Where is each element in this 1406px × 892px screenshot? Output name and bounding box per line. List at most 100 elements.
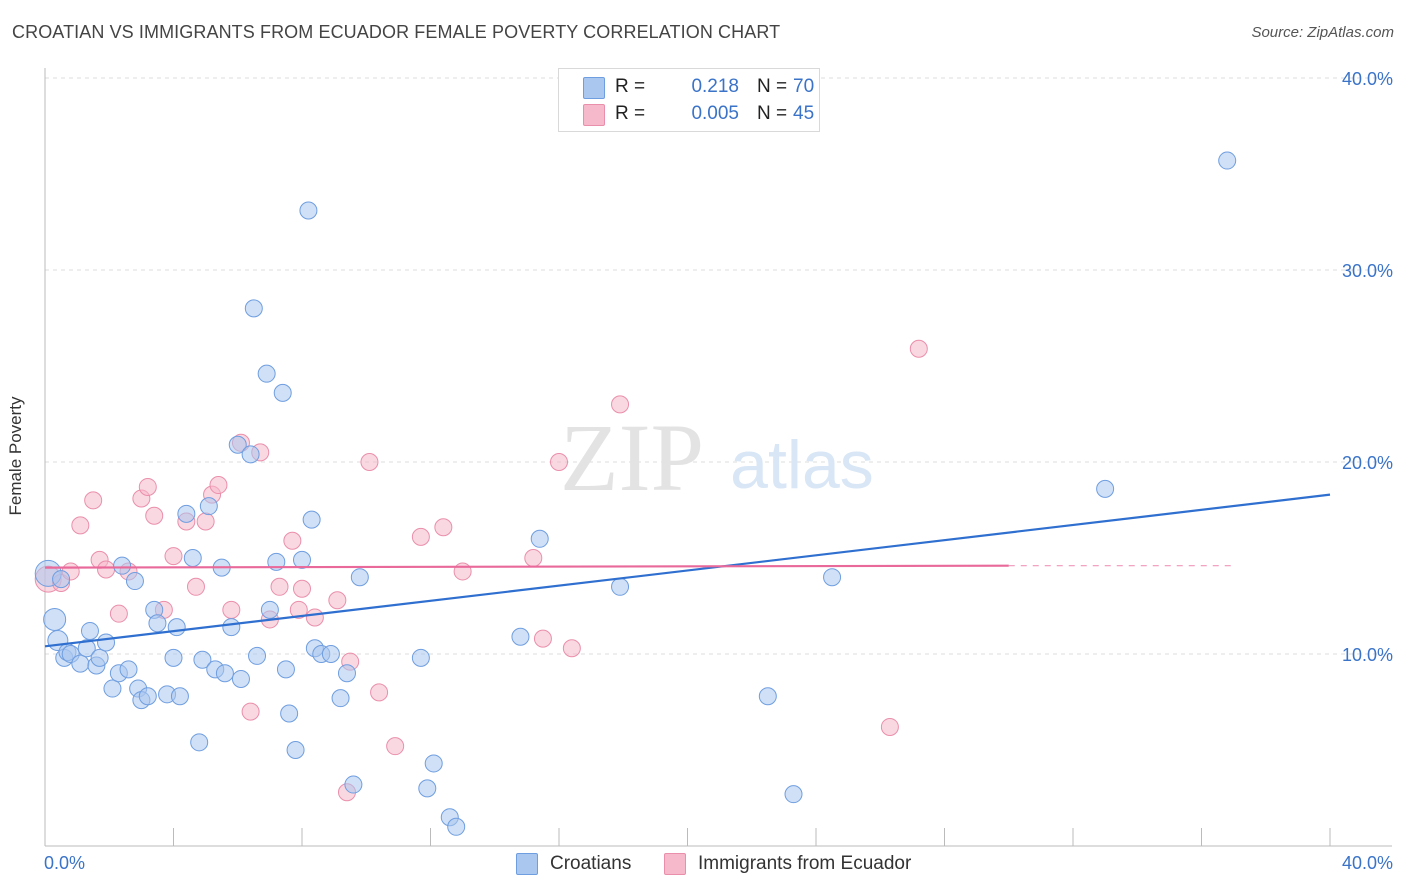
data-point-croatians bbox=[80, 621, 99, 640]
y-tick-label: 30.0% bbox=[1342, 261, 1393, 281]
data-point-ecuador bbox=[222, 600, 241, 619]
watermark: ZIP atlas bbox=[560, 404, 874, 511]
data-point-ecuador bbox=[524, 549, 543, 567]
data-point-croatians bbox=[228, 435, 247, 454]
data-point-croatians bbox=[183, 549, 202, 567]
data-point-ecuador bbox=[386, 737, 405, 756]
data-point-ecuador bbox=[611, 395, 630, 414]
data-point-croatians bbox=[138, 687, 157, 706]
legend-n-value: 45 bbox=[793, 103, 815, 124]
legend-swatch-croatians bbox=[583, 77, 605, 99]
data-point-croatians bbox=[302, 510, 321, 529]
chart-title: CROATIAN VS IMMIGRANTS FROM ECUADOR FEMA… bbox=[12, 22, 781, 42]
data-point-ecuador bbox=[283, 531, 302, 550]
bottom-legend-ecuador: Immigrants from Ecuador bbox=[664, 852, 911, 876]
bottom-legend-croatians: Croatians bbox=[516, 852, 631, 876]
data-point-croatians bbox=[52, 570, 71, 589]
watermark-zip: ZIP bbox=[560, 404, 704, 511]
data-point-croatians bbox=[276, 660, 295, 679]
data-point-croatians bbox=[331, 689, 350, 708]
data-point-croatians bbox=[321, 645, 340, 663]
data-point-ecuador bbox=[209, 476, 228, 495]
data-point-ecuador bbox=[305, 608, 324, 627]
data-point-croatians bbox=[103, 679, 122, 698]
data-point-croatians bbox=[167, 618, 186, 637]
data-point-croatians bbox=[784, 785, 803, 804]
legend-r-label: R = bbox=[615, 103, 646, 124]
legend-n-label: N = bbox=[757, 103, 788, 124]
data-point-croatians bbox=[758, 687, 777, 706]
data-point-croatians bbox=[350, 568, 369, 587]
data-point-croatians bbox=[119, 660, 138, 679]
legend-swatch-ecuador bbox=[583, 104, 605, 126]
data-point-ecuador bbox=[880, 717, 899, 736]
data-point-ecuador bbox=[434, 518, 453, 537]
y-tick-label: 10.0% bbox=[1342, 645, 1393, 665]
data-point-ecuador bbox=[411, 527, 430, 546]
data-point-ecuador bbox=[84, 491, 103, 510]
data-point-ecuador bbox=[186, 577, 205, 596]
data-point-croatians bbox=[257, 364, 276, 383]
data-point-ecuador bbox=[562, 639, 581, 658]
data-point-croatians bbox=[215, 664, 234, 683]
data-point-ecuador bbox=[164, 547, 183, 566]
data-point-croatians bbox=[199, 497, 218, 516]
data-point-croatians bbox=[273, 383, 292, 402]
data-point-ecuador bbox=[196, 512, 215, 531]
bottom-legend-swatch-ecuador bbox=[664, 853, 686, 875]
data-point-ecuador bbox=[328, 591, 347, 610]
data-point-ecuador bbox=[360, 453, 379, 471]
data-point-croatians bbox=[411, 648, 430, 667]
bottom-legend-swatch-croatians bbox=[516, 853, 538, 875]
data-point-croatians bbox=[193, 650, 212, 669]
legend-r-value: 0.005 bbox=[691, 103, 739, 124]
data-point-ecuador bbox=[289, 600, 308, 619]
correlation-legend: R = 0.218 N = 70 R = 0.005 N = 45 bbox=[558, 68, 820, 132]
data-point-croatians bbox=[260, 600, 279, 619]
data-point-croatians bbox=[164, 648, 183, 667]
y-tick-label: 20.0% bbox=[1342, 453, 1393, 473]
x-tick-label: 40.0% bbox=[1342, 853, 1393, 873]
data-point-croatians bbox=[241, 445, 260, 464]
data-point-croatians bbox=[248, 646, 267, 665]
data-point-croatians bbox=[530, 529, 549, 548]
data-point-ecuador bbox=[370, 683, 389, 702]
tick-labels: 10.0% 20.0% 30.0% 40.0% 0.0% 40.0% bbox=[44, 69, 1393, 873]
data-point-croatians bbox=[71, 654, 90, 673]
data-point-croatians bbox=[1218, 151, 1237, 170]
bottom-legend-label: Croatians bbox=[550, 853, 632, 874]
legend-n-label: N = bbox=[757, 76, 788, 97]
data-point-ecuador bbox=[71, 516, 90, 535]
data-point-croatians bbox=[244, 299, 263, 318]
data-point-croatians bbox=[97, 633, 116, 652]
data-point-croatians bbox=[43, 607, 67, 631]
trend-line-croatians bbox=[44, 493, 1331, 648]
data-point-croatians bbox=[113, 556, 132, 575]
data-point-croatians bbox=[611, 577, 630, 596]
data-point-ecuador bbox=[145, 506, 164, 525]
x-tick-label: 0.0% bbox=[44, 853, 85, 873]
axes bbox=[44, 68, 1392, 847]
y-tick-label: 40.0% bbox=[1342, 69, 1393, 89]
trend-line-ecuador bbox=[44, 564, 1009, 569]
data-point-croatians bbox=[1096, 479, 1115, 498]
data-point-ecuador bbox=[270, 577, 289, 596]
data-point-croatians bbox=[90, 648, 109, 667]
source-label: Source: ZipAtlas.com bbox=[1251, 24, 1394, 41]
data-point-croatians bbox=[125, 572, 144, 591]
data-point-ecuador bbox=[109, 604, 128, 623]
data-point-croatians bbox=[190, 733, 209, 752]
trend-lines bbox=[44, 493, 1331, 648]
data-point-ecuador bbox=[533, 629, 552, 648]
data-point-croatians bbox=[286, 741, 305, 759]
data-point-croatians bbox=[424, 754, 443, 773]
data-point-croatians bbox=[148, 614, 167, 633]
data-point-croatians bbox=[299, 201, 318, 220]
data-point-croatians bbox=[447, 817, 466, 836]
data-point-ecuador bbox=[97, 560, 116, 579]
data-point-ecuador bbox=[241, 702, 260, 721]
data-point-croatians bbox=[170, 687, 189, 706]
data-point-croatians bbox=[293, 550, 311, 569]
data-point-croatians bbox=[280, 704, 299, 723]
data-point-croatians bbox=[337, 664, 356, 683]
